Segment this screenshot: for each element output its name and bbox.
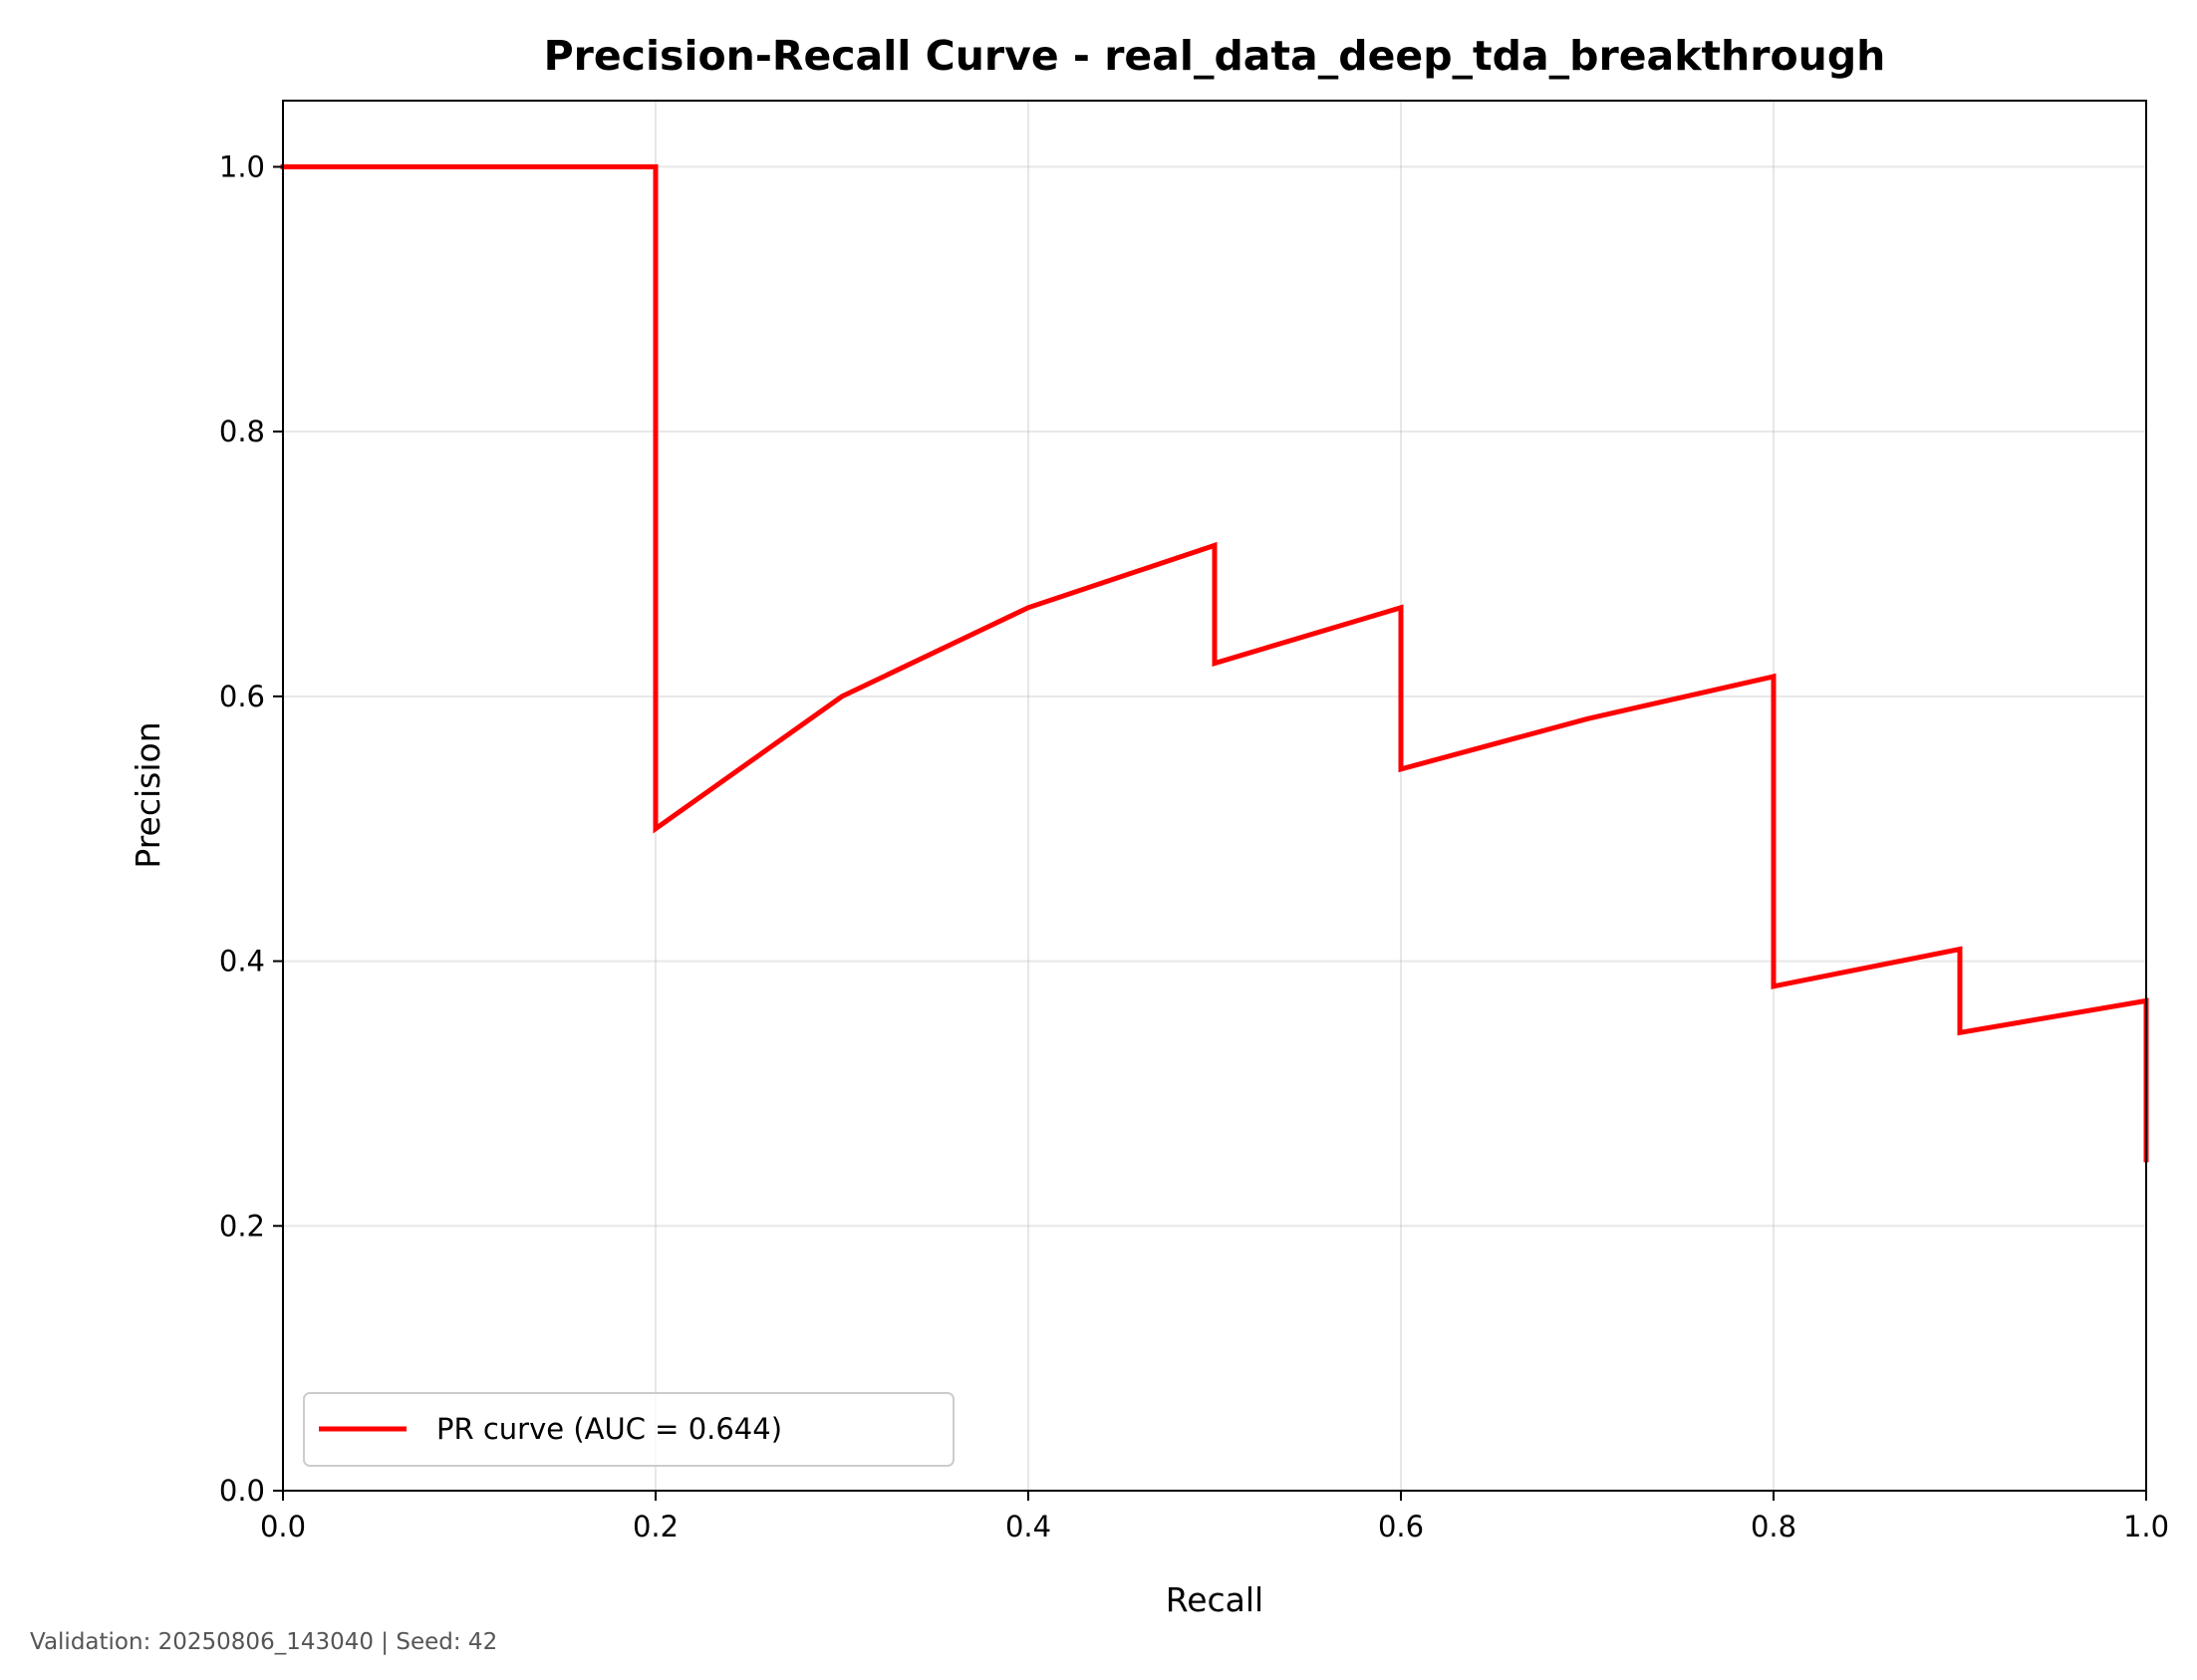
y-tick-label: 1.0	[219, 149, 265, 183]
x-tick-label: 0.4	[1005, 1510, 1051, 1543]
y-tick-label: 0.4	[219, 945, 265, 979]
series-layer	[280, 163, 2149, 1163]
y-axis-label: Precision	[129, 721, 167, 868]
pr-curve-line	[280, 163, 2149, 1163]
x-tick-label: 0.8	[1751, 1510, 1796, 1543]
axis-ticks: 0.0 0.2 0.4 0.6 0.8 1.0 0.0 0.2 0.4 0.6 0.8 1.0	[219, 149, 2169, 1543]
legend-label: PR curve (AUC = 0.644)	[436, 1412, 782, 1446]
legend-box	[303, 1392, 955, 1467]
y-tick-label: 0.6	[219, 680, 265, 713]
chart-title: Precision-Recall Curve - real_data_deep_…	[544, 32, 1886, 80]
legend: PR curve (AUC = 0.644)	[303, 1392, 955, 1467]
x-tick-label: 0.2	[633, 1510, 679, 1543]
x-tick-label: 1.0	[2123, 1510, 2169, 1543]
plot-frame	[282, 100, 2147, 1492]
x-tick-label: 0.6	[1378, 1510, 1424, 1543]
x-tick-label: 0.0	[260, 1510, 306, 1543]
y-tick-label: 0.2	[219, 1209, 265, 1243]
footer-caption: Validation: 20250806_143040 | Seed: 42	[30, 1629, 497, 1655]
x-axis-label: Recall	[1166, 1580, 1263, 1619]
y-tick-label: 0.0	[219, 1474, 265, 1508]
y-tick-label: 0.8	[219, 415, 265, 448]
